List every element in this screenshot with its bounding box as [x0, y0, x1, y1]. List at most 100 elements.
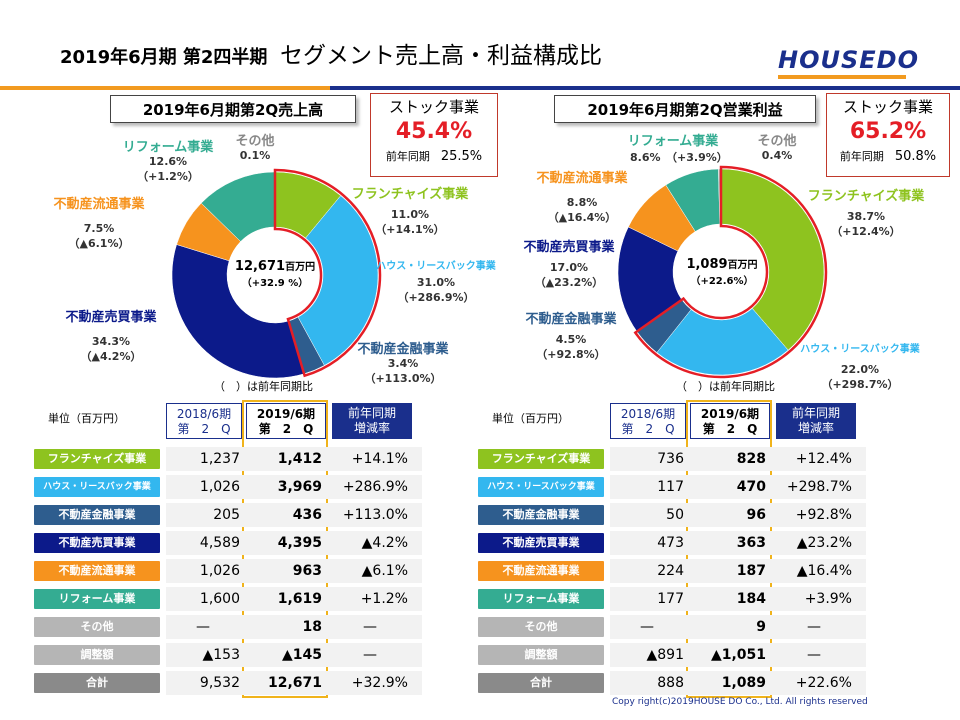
- sales-unit: 単位（百万円）: [48, 412, 125, 425]
- sales-cell-prev: ▲153: [202, 647, 241, 663]
- sales-label-other: その他 0.1%: [235, 134, 275, 162]
- sales-cell-prev: 1,026: [199, 563, 240, 579]
- sales-cell-change: +286.9%: [342, 479, 408, 495]
- profit-donut-slices: [617, 168, 825, 376]
- profit-row-label: フランチャイズ事業: [478, 449, 604, 469]
- profit-row-bg: [610, 615, 866, 639]
- sales-cell-prev: 1,026: [199, 479, 240, 495]
- sales-row-label: 不動産売買事業: [34, 533, 160, 553]
- sales-center-label: 12,671百万円 （+32.9 %）: [215, 258, 335, 290]
- profit-stock-prev: 前年同期 50.8%: [827, 148, 949, 164]
- profit-label-other: その他 0.4%: [757, 134, 797, 162]
- profit-header-prev: 2018/6期第 2 Q: [610, 403, 686, 439]
- profit-cell-curr: 96: [746, 507, 766, 523]
- profit-cell-curr: 9: [756, 619, 766, 635]
- sales-label-trading: 不動産売買事業 34.3% （▲4.2%）: [65, 310, 157, 363]
- sales-cell-change: +14.1%: [351, 451, 408, 467]
- profit-label-finance: 不動産金融事業 4.5% （+92.8%）: [525, 312, 617, 361]
- profit-cell-change: ▲23.2%: [796, 535, 852, 551]
- sales-cell-curr: 1,619: [277, 591, 322, 607]
- sales-row-label: その他: [34, 617, 160, 637]
- profit-row-label: 調整額: [478, 645, 604, 665]
- sales-row-bg: [166, 531, 422, 555]
- profit-row-bg: [610, 447, 866, 471]
- page-title: 2019年6月期 第2四半期 セグメント売上高・利益構成比: [60, 36, 602, 70]
- profit-center-label: 1,089百万円 （+22.6%）: [662, 256, 782, 288]
- sales-stock-highlight: [273, 168, 382, 378]
- sales-row-bg: [166, 447, 422, 471]
- profit-center-change: （+22.6%）: [690, 276, 754, 287]
- profit-cell-prev: ▲891: [646, 647, 685, 663]
- copyright: Copy right(c)2019HOUSE DO Co., Ltd. All …: [612, 697, 868, 707]
- sales-donut-chart: [171, 168, 382, 379]
- profit-cell-curr: 828: [736, 451, 766, 467]
- sales-label-house: ハウス・リースバック事業 31.0% （+286.9%）: [376, 261, 496, 304]
- sales-row-label: 不動産流通事業: [34, 561, 160, 581]
- logo-underline: [778, 75, 906, 79]
- sales-cell-change: —: [363, 647, 377, 663]
- sales-row-bg: [166, 643, 422, 667]
- profit-center-value: 1,089: [686, 257, 728, 272]
- sales-label-franchise: フランチャイズ事業 11.0% （+14.1%）: [351, 187, 469, 236]
- profit-cell-change: —: [807, 619, 821, 635]
- profit-row-bg: [610, 475, 866, 499]
- profit-row-bg: [610, 503, 866, 527]
- sales-cell-curr: 4,395: [277, 535, 322, 551]
- sales-row-label: フランチャイズ事業: [34, 449, 160, 469]
- sales-cell-prev: 205: [213, 507, 240, 523]
- sales-cell-curr: 1,412: [277, 451, 322, 467]
- profit-row-bg: [610, 671, 866, 695]
- profit-cell-curr: 363: [736, 535, 766, 551]
- sales-stock-label: ストック事業: [388, 98, 479, 116]
- profit-row-label: 不動産売買事業: [478, 533, 604, 553]
- sales-cell-change: +1.2%: [360, 591, 408, 607]
- profit-label-franchise: フランチャイズ事業 38.7% （+12.4%）: [807, 189, 925, 238]
- sales-cell-prev: 1,237: [199, 451, 240, 467]
- sales-header-curr: 2019/6期第 2 Q: [246, 403, 326, 439]
- profit-cell-curr: 470: [736, 479, 766, 495]
- profit-cell-prev: 50: [666, 507, 684, 523]
- sales-stock-prev-value: 25.5%: [440, 149, 483, 164]
- sales-row-bg: [166, 587, 422, 611]
- sales-cell-curr: 12,671: [267, 675, 322, 691]
- sales-row-bg: [166, 559, 422, 583]
- profit-cell-curr: 1,089: [721, 675, 766, 691]
- sales-stock-box: ストック事業 45.4% 前年同期 25.5%: [370, 93, 498, 177]
- sales-cell-prev: —: [196, 619, 210, 635]
- sales-label-reform: リフォーム事業 12.6% （+1.2%）: [122, 140, 214, 183]
- profit-cell-change: +3.9%: [804, 591, 852, 607]
- sales-box-title: 2019年6月期第2Q売上高: [110, 95, 356, 123]
- sales-center-change: （+32.9 %）: [241, 278, 309, 289]
- profit-box-title: 2019年6月期第2Q営業利益: [554, 95, 816, 123]
- profit-cell-change: ▲16.4%: [796, 563, 852, 579]
- sales-row-label: 調整額: [34, 645, 160, 665]
- sales-center-unit: 百万円: [285, 262, 316, 273]
- sales-cell-curr: ▲145: [282, 647, 322, 663]
- profit-center-unit: 百万円: [727, 260, 758, 271]
- profit-cell-change: —: [807, 647, 821, 663]
- profit-cell-change: +298.7%: [786, 479, 852, 495]
- profit-cell-curr: 184: [736, 591, 766, 607]
- sales-label-distribution: 不動産流通事業 7.5% （▲6.1%）: [53, 197, 145, 250]
- sales-cell-prev: 4,589: [199, 535, 240, 551]
- title-main: セグメント売上高・利益構成比: [279, 43, 602, 69]
- profit-stock-prev-value: 50.8%: [894, 149, 937, 164]
- sales-row-label: リフォーム事業: [34, 589, 160, 609]
- sales-cell-curr: 3,969: [277, 479, 322, 495]
- sales-row-label: 合計: [34, 673, 160, 693]
- profit-unit: 単位（百万円）: [492, 412, 569, 425]
- profit-label-distribution: 不動産流通事業 8.8% （▲16.4%）: [536, 171, 628, 224]
- sales-header-change: 前年同期 増減率: [332, 403, 412, 439]
- sales-cell-curr: 18: [302, 619, 322, 635]
- logo-text: HOUSEDO: [778, 46, 919, 74]
- profit-reform-stats: 8.6% （+3.9%）: [630, 151, 728, 164]
- profit-cell-curr: 187: [736, 563, 766, 579]
- title-period: 2019年6月期 第2四半期: [60, 47, 268, 68]
- profit-row-bg: [610, 643, 866, 667]
- profit-row-label: 不動産流通事業: [478, 561, 604, 581]
- profit-row-label: ハウス・リースバック事業: [478, 477, 604, 497]
- profit-donut-chart: [617, 165, 828, 379]
- sales-note: （ ）は前年同期比: [214, 380, 313, 393]
- profit-stock-value: 65.2%: [849, 119, 927, 144]
- profit-slice-franchise: [720, 168, 825, 351]
